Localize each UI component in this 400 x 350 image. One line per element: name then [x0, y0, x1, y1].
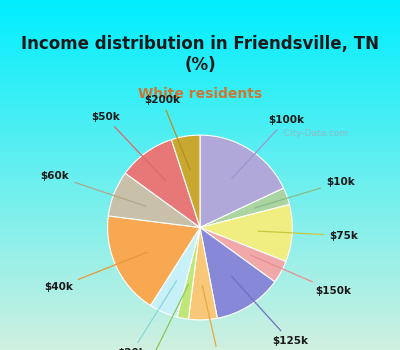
Wedge shape — [108, 173, 200, 228]
Wedge shape — [108, 216, 200, 306]
Text: $30k: $30k — [202, 286, 233, 350]
Text: White residents: White residents — [138, 88, 262, 102]
Text: Income distribution in Friendsville, TN
(%): Income distribution in Friendsville, TN … — [21, 35, 379, 74]
Text: $10k: $10k — [255, 177, 355, 208]
Wedge shape — [200, 228, 275, 318]
Text: $20k: $20k — [117, 281, 176, 350]
Text: $200k: $200k — [144, 95, 190, 170]
Text: $60k: $60k — [41, 171, 146, 206]
Wedge shape — [177, 228, 200, 319]
Text: $150k: $150k — [251, 255, 351, 296]
Wedge shape — [200, 188, 290, 228]
Wedge shape — [200, 228, 286, 282]
Text: $75k: $75k — [258, 231, 358, 240]
Text: $40k: $40k — [44, 252, 147, 292]
Wedge shape — [188, 228, 217, 320]
Text: > $200k: > $200k — [126, 285, 188, 350]
Text: $100k: $100k — [232, 115, 304, 178]
Wedge shape — [172, 135, 200, 228]
Wedge shape — [150, 228, 200, 317]
Text: City-Data.com: City-Data.com — [275, 128, 349, 138]
Wedge shape — [200, 135, 284, 228]
Text: $50k: $50k — [91, 112, 166, 181]
Wedge shape — [125, 140, 200, 228]
Wedge shape — [200, 204, 292, 261]
Text: $125k: $125k — [232, 276, 308, 345]
